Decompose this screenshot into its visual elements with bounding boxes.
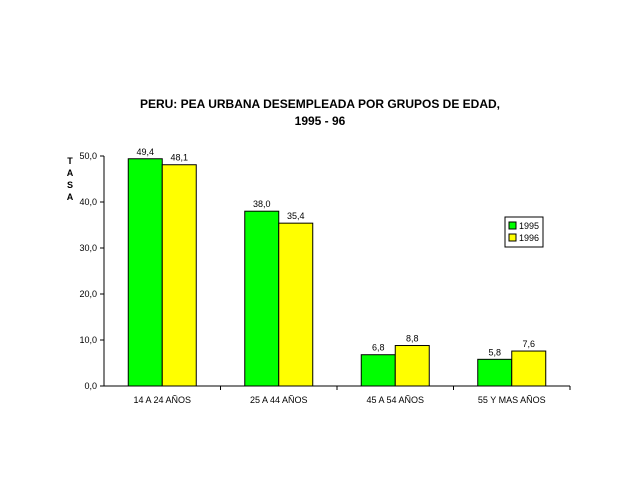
data-label: 38,0 [253,199,271,209]
y-axis-label-letter: T [67,156,73,166]
y-tick-label: 30,0 [79,243,97,253]
data-label: 49,4 [136,147,154,157]
bar-1996 [161,164,197,387]
bar-1995 [127,158,163,387]
y-tick-label: 20,0 [79,289,97,299]
x-tick-label: 45 A 54 AÑOS [366,395,424,405]
y-tick-label: 0,0 [84,381,97,391]
y-tick-label: 40,0 [79,197,97,207]
y-tick-label: 10,0 [79,335,97,345]
legend-label: 1996 [519,233,539,243]
chart-title-line-2: 1995 - 96 [294,114,346,128]
bar-1995 [244,210,280,387]
x-tick-label: 55 Y MAS AÑOS [478,395,546,405]
chart-title-line-1: PERU: PEA URBANA DESEMPLEADA POR GRUPOS … [139,97,501,111]
bar-1995 [360,354,396,387]
bar-1996 [278,222,314,387]
data-label: 35,4 [287,211,305,221]
x-tick-label: 25 A 44 AÑOS [250,395,308,405]
data-label: 5,8 [488,347,501,357]
legend-swatch-1996 [508,233,517,242]
data-label: 8,8 [406,334,419,344]
bar-1996 [511,350,547,387]
bar-1996 [394,345,430,387]
data-label: 7,6 [522,339,535,349]
data-label: 48,1 [170,153,188,163]
x-tick-label: 14 A 24 AÑOS [133,395,191,405]
y-axis-label-letter: A [67,192,74,202]
legend-swatch-1995 [508,221,517,230]
bar-1995 [477,358,513,387]
legend-label: 1995 [519,221,539,231]
y-axis-label-letter: A [67,168,74,178]
data-label: 6,8 [372,343,385,353]
y-axis-label-letter: S [67,180,73,190]
y-tick-label: 50,0 [79,151,97,161]
